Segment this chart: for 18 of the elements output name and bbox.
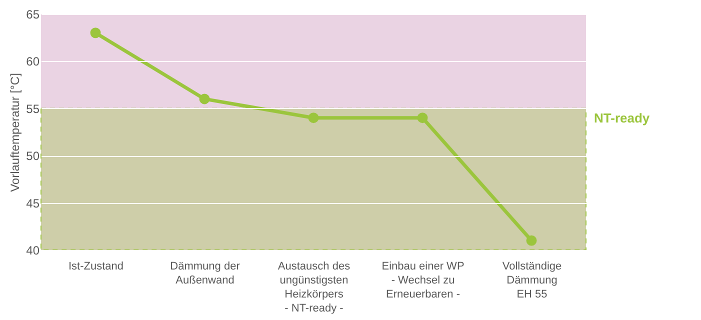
y-tick-label: 55 xyxy=(26,102,40,116)
point xyxy=(90,28,101,38)
y-axis-title: Vorlauftemperatur [°C] xyxy=(8,73,22,192)
y-tick-label: 65 xyxy=(26,8,40,22)
band-label: NT-ready xyxy=(594,110,650,126)
y-tick-label: 60 xyxy=(26,54,40,69)
y-tick-label: 50 xyxy=(26,149,40,164)
x-tick-label: Einbau einer WP - Wechsel zu Erneuerbaren - xyxy=(382,260,464,300)
point xyxy=(199,94,210,104)
x-tick-label: Ist-Zustand xyxy=(68,260,124,272)
x-tick-label: Dämmung der Außenwand xyxy=(170,260,240,286)
point xyxy=(308,112,319,124)
point xyxy=(526,235,537,246)
x-tick-label: Austausch des ungünstigsten Heizkörpers - NT-ready - xyxy=(278,260,351,314)
point xyxy=(417,112,428,124)
x-tick-label: Vollständige Dämmung EH 55 xyxy=(502,260,562,300)
y-tick-label: 45 xyxy=(26,196,40,210)
y-tick-label: 40 xyxy=(26,244,40,258)
